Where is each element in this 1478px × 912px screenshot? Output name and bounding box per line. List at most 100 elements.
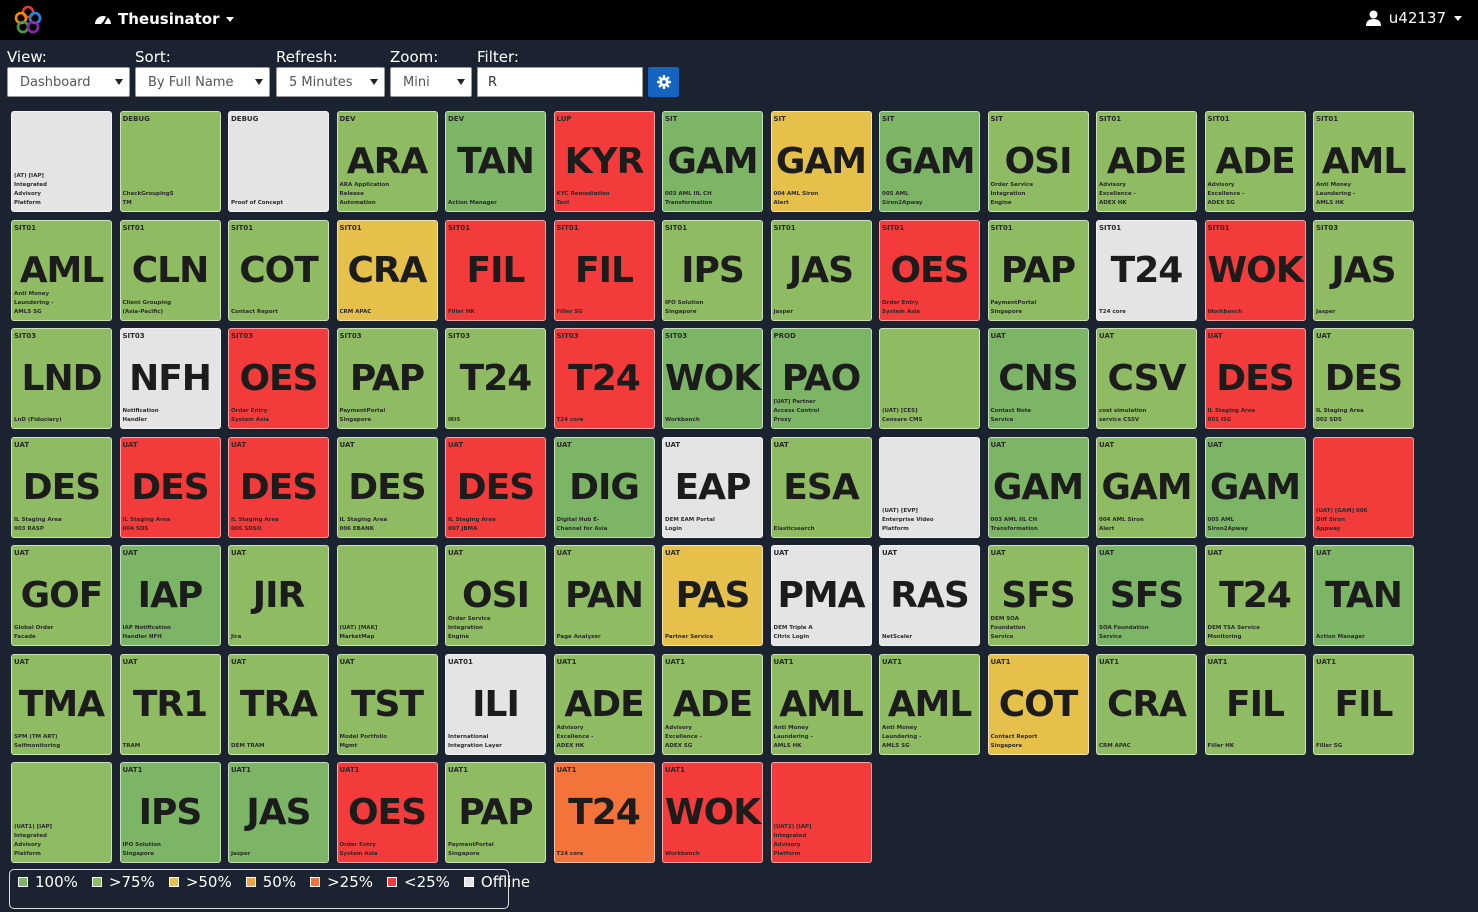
zoom-select[interactable]: Mini xyxy=(390,67,472,97)
service-tile[interactable]: SIT03 PAP PaymentPortal Singapore xyxy=(336,328,438,429)
service-tile[interactable]: UAT RAS NetScaler xyxy=(879,545,980,646)
service-tile[interactable]: SIT01 PAP PaymentPortal Singapore xyxy=(987,219,1089,321)
service-tile[interactable]: UAT1 FIL Filler HK xyxy=(1204,653,1306,755)
service-tile[interactable]: SIT OSI Order Service Integration Engine xyxy=(987,111,1089,212)
service-tile[interactable]: UAT CNS Contact Note Service xyxy=(987,328,1089,429)
service-tile[interactable]: UAT PAS Partner Service xyxy=(662,545,763,646)
service-tile[interactable]: (UAT2) [IAP] Integrated Advisory Platfor… xyxy=(770,762,872,863)
service-tile[interactable]: UAT PMA DEM Triple A Citrix Login xyxy=(770,545,872,646)
service-tile[interactable]: UAT TRA DEM TRAM xyxy=(228,653,329,755)
service-tile[interactable]: (AT) [IAP] Integrated Advisory Platform xyxy=(11,111,112,212)
service-tile[interactable]: SIT01 AML Anti Money Laundering - AMLS SG xyxy=(11,219,112,321)
service-tile[interactable]: SIT01 ADE Advisory Excellence - ADEX HK xyxy=(1096,111,1197,212)
service-tile[interactable]: SIT03 OES Order Entry System Asia xyxy=(228,328,329,429)
service-tile[interactable]: UAT T24 DEM TSA Service Monitoring xyxy=(1204,545,1306,646)
service-tile[interactable]: SIT03 T24 T24 core xyxy=(553,328,655,429)
service-tile[interactable]: UAT01 ILI International Integration Layer xyxy=(445,653,546,755)
service-tile[interactable]: (UAT) [CES] Censare CMS xyxy=(879,328,980,429)
service-tile[interactable]: SIT01 COT Contact Report xyxy=(228,219,329,321)
service-tile[interactable]: (UAT) [EVP] Enterprise Video Platform xyxy=(879,436,980,538)
app-title-dropdown[interactable]: Theusinator xyxy=(94,9,234,29)
service-tile[interactable]: UAT TMA SPM (TM ART) Selfmonitoring xyxy=(11,653,112,755)
service-tile[interactable]: UAT GAM 005 AML Siron2Apway xyxy=(1204,436,1306,538)
service-tile[interactable]: UAT IAP IAP Notification Handler NFH xyxy=(119,545,221,646)
refresh-select[interactable]: 5 Minutes xyxy=(276,67,385,97)
service-tile[interactable]: UAT DIG Digital Hub E- Channel for Asia xyxy=(553,436,655,538)
service-tile[interactable]: UAT SFS SOA Foundation Service xyxy=(1096,545,1197,646)
settings-button[interactable] xyxy=(648,67,679,97)
service-tile[interactable]: SIT01 T24 T24 core xyxy=(1096,219,1197,321)
service-tile[interactable]: SIT GAM 003 AML IIL CH Transformation xyxy=(662,111,763,212)
service-tile[interactable]: DEBUG Proof of Concept xyxy=(228,111,329,212)
tile-environment: UAT xyxy=(122,549,138,557)
filter-input[interactable] xyxy=(477,67,643,97)
service-tile[interactable]: SIT01 AML Anti Money Laundering - AMLS HK xyxy=(1313,111,1414,212)
service-tile[interactable]: UAT DES IL Staging Area 006 EBANK xyxy=(336,436,438,538)
service-tile[interactable]: SIT03 T24 IRIS xyxy=(445,328,546,429)
service-tile[interactable]: UAT DES IL Staging Area 004 SDS xyxy=(119,436,221,538)
view-select[interactable]: Dashboard xyxy=(7,67,130,97)
service-tile[interactable]: PROD PAO [UAT] Partner Access Control Prox… xyxy=(770,328,872,429)
service-tile[interactable]: SIT01 CRA CRM APAC xyxy=(336,219,438,321)
service-tile[interactable]: UAT1 ADE Advisory Excellence - ADEX HK xyxy=(553,653,655,755)
service-tile[interactable]: UAT GAM 003 AML IIL CH Transformation xyxy=(987,436,1089,538)
service-tile[interactable]: UAT1 ADE Advisory Excellence - ADEX SG xyxy=(662,653,763,755)
service-tile[interactable]: SIT01 ADE Advisory Excellence - ADEX SG xyxy=(1204,111,1306,212)
service-tile[interactable]: UAT1 COT Contact Report Singapore xyxy=(987,653,1089,755)
service-tile[interactable]: SIT01 WOK Workbench xyxy=(1204,219,1306,321)
service-tile[interactable]: UAT1 JAS Jasper xyxy=(228,762,329,863)
service-tile[interactable]: UAT EAP DEM EAM Portal Login xyxy=(662,436,763,538)
service-tile[interactable]: DEBUG CheckGroupingS TM xyxy=(119,111,221,212)
service-tile[interactable]: (UAT1) [IAP] Integrated Advisory Platfor… xyxy=(11,762,112,863)
service-tile[interactable]: UAT1 PAP PaymentPortal Singapore xyxy=(445,762,546,863)
service-tile[interactable]: SIT03 LND LnD (Fiduciary) xyxy=(11,328,112,429)
service-tile[interactable]: UAT DES IL Staging Area 003 RASP xyxy=(11,436,112,538)
service-tile[interactable]: UAT1 IPS IPO Solution Singapore xyxy=(119,762,221,863)
tile-description: IRIS xyxy=(448,417,461,423)
service-tile[interactable]: UAT OSI Order Service Integration Engine xyxy=(445,545,546,646)
tile-description: PaymentPortal Singapore xyxy=(339,408,386,423)
service-tile[interactable]: DEV ARA ARA Application Release Automation xyxy=(336,111,438,212)
service-tile[interactable]: (UAT) [MAK] MarketMap xyxy=(336,545,438,646)
service-tile[interactable]: UAT DES IL Staging Area 001 ISG xyxy=(1204,328,1306,429)
service-tile[interactable]: DEV TAN Action Manager xyxy=(445,111,546,212)
service-tile[interactable]: SIT01 CLN Client Grouping (Asia-Pacific) xyxy=(119,219,221,321)
service-tile[interactable]: SIT01 IPS IPO Solution Singapore xyxy=(662,219,763,321)
service-tile[interactable]: UAT GAM 004 AML Siron Alert xyxy=(1096,436,1197,538)
service-tile[interactable]: SIT GAM 005 AML Siron2Apway xyxy=(879,111,980,212)
service-tile[interactable]: UAT PAN Page Analyzer xyxy=(553,545,655,646)
service-tile[interactable]: UAT DES IL Staging Area 007 JBMA xyxy=(445,436,546,538)
service-tile[interactable]: SIT01 JAS Jasper xyxy=(770,219,872,321)
service-tile[interactable]: SIT01 OES Order Entry System Asia xyxy=(879,219,980,321)
service-tile[interactable]: UAT SFS DEM SOA Foundation Service xyxy=(987,545,1089,646)
service-tile[interactable]: SIT01 FIL Filler SG xyxy=(553,219,655,321)
user-menu[interactable]: u42137 xyxy=(1365,9,1462,27)
service-tile[interactable]: UAT DES IL Staging Area 005 SDSO xyxy=(228,436,329,538)
service-tile[interactable]: UAT1 T24 T24 core xyxy=(553,762,655,863)
service-tile[interactable]: UAT JIR Jira xyxy=(228,545,329,646)
service-tile[interactable]: SIT03 WOK Workbench xyxy=(662,328,763,429)
service-tile[interactable]: UAT DES IL Staging Area 002 SDS xyxy=(1313,328,1414,429)
tile-code: T24 xyxy=(568,792,641,833)
service-tile[interactable]: UAT TST Model Portfolio Mgmt xyxy=(336,653,438,755)
service-tile[interactable]: LUP KYR KYC Remediation Tool xyxy=(553,111,655,212)
service-tile[interactable]: UAT TR1 TRAM xyxy=(119,653,221,755)
sort-select[interactable]: By Full Name xyxy=(135,67,270,97)
service-tile[interactable]: SIT01 FIL Filler HK xyxy=(445,219,546,321)
service-tile[interactable]: UAT CSV cost simulation service CSSV xyxy=(1096,328,1197,429)
service-tile[interactable]: UAT ESA Elasticsearch xyxy=(770,436,872,538)
service-tile[interactable]: UAT TAN Action Manager xyxy=(1313,545,1414,646)
service-tile[interactable]: UAT1 CRA CRM APAC xyxy=(1096,653,1197,755)
service-tile[interactable]: SIT03 JAS Jasper xyxy=(1313,219,1414,321)
tile-description: Workbench xyxy=(665,851,700,857)
service-tile[interactable]: UAT1 AML Anti Money Laundering - AMLS SG xyxy=(879,653,980,755)
service-tile[interactable]: UAT1 AML Anti Money Laundering - AMLS HK xyxy=(770,653,872,755)
service-tile[interactable]: UAT1 FIL Filler SG xyxy=(1313,653,1414,755)
service-tile[interactable]: SIT03 NFH Notification Handler xyxy=(119,328,221,429)
app-logo-icon[interactable] xyxy=(12,4,44,36)
service-tile[interactable]: UAT1 WOK Workbench xyxy=(662,762,763,863)
service-tile[interactable]: (UAT) [GAM] 006 Diff Siron Appway xyxy=(1313,436,1414,538)
service-tile[interactable]: SIT GAM 004 AML Siron Alert xyxy=(770,111,872,212)
service-tile[interactable]: UAT GOF Global Order Facade xyxy=(11,545,112,646)
service-tile[interactable]: UAT1 OES Order Entry System Asia xyxy=(336,762,438,863)
